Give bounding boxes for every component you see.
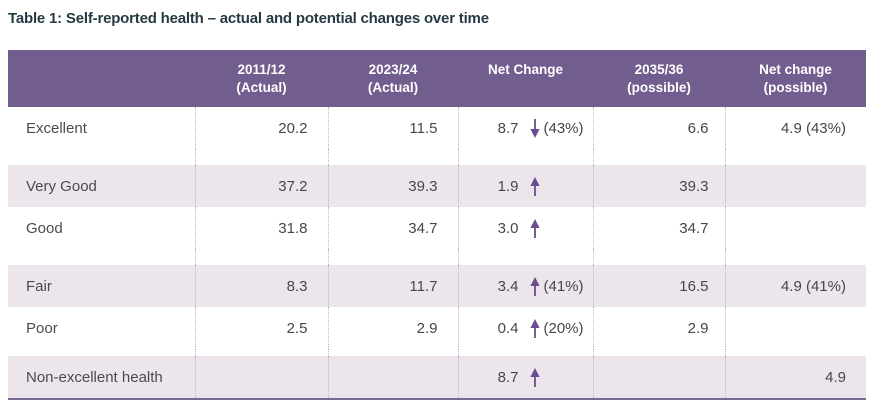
cell-net-change: 0.4 (20%) [457,307,593,349]
cell-net-change: 1.9 [457,165,593,207]
cell-2023: 2.9 [327,307,458,349]
net-value: 3.4 [497,277,519,295]
cell-net-possible [724,165,866,207]
trend-arrow-icon [529,218,541,238]
header-2035-36: 2035/36 (possible) [593,50,725,107]
cell-2035: 16.5 [592,265,725,307]
cell-2023: 39.3 [327,165,458,207]
table-row-good: Good 31.8 34.7 3.0 34.7 [8,207,866,249]
header-net-change: Net Change [458,50,593,107]
cell-net-change: 8.7 (43%) [457,107,593,149]
cell-net-possible [724,207,866,249]
row-label: Poor [26,319,58,337]
net-value: 3.0 [497,219,519,237]
row-spacer [8,149,866,165]
health-table: 2011/12 (Actual) 2023/24 (Actual) Net Ch… [8,50,866,400]
row-label: Excellent [26,119,87,137]
table-row-non-excellent-health: Non-excellent health 8.7 4.9 [8,356,866,399]
cell-2035: 6.6 [592,107,725,149]
net-value: 1.9 [497,177,519,195]
table-header-row: 2011/12 (Actual) 2023/24 (Actual) Net Ch… [8,50,866,107]
cell-2011: 8.3 [194,265,328,307]
cell-2035: 39.3 [592,165,725,207]
cell-net-possible: 4.9 [724,356,866,399]
trend-arrow-icon [529,276,541,296]
cell-net-possible [724,307,866,349]
cell-2011: 2.5 [194,307,328,349]
header-2023-24: 2023/24 (Actual) [328,50,458,107]
cell-2023 [327,356,458,399]
header-2011-12: 2011/12 (Actual) [195,50,328,107]
net-percent: (43%) [543,119,584,137]
table-row-fair: Fair 8.3 11.7 3.4 (41%) 16.5 4.9 (41%) [8,265,866,307]
row-label: Very Good [8,165,195,207]
net-value: 8.7 [497,119,519,137]
trend-arrow-icon [529,318,541,338]
cell-2011: 31.8 [194,207,328,249]
cell-2023: 34.7 [327,207,458,249]
cell-2023: 11.5 [327,107,458,149]
trend-arrow-icon [529,176,541,196]
cell-2011: 20.2 [194,107,328,149]
row-spacer [8,349,866,356]
row-spacer [8,249,866,265]
cell-net-possible: 4.9 (41%) [724,265,866,307]
cell-2011 [194,356,328,399]
cell-2035: 2.9 [592,307,725,349]
cell-net-change: 3.4 (41%) [457,265,593,307]
cell-2035: 34.7 [592,207,725,249]
cell-2023: 11.7 [327,265,458,307]
trend-arrow-icon [529,367,541,387]
cell-net-possible: 4.9 (43%) [724,107,866,149]
header-blank [8,50,195,107]
row-label: Fair [8,265,195,307]
net-value: 0.4 [497,319,519,337]
table-row-excellent: Excellent 20.2 11.5 8.7 (43%) 6.6 4.9 (4… [8,107,866,149]
table-row-poor: Poor 2.5 2.9 0.4 (20%) 2.9 [8,307,866,349]
header-net-change-possible: Net change (possible) [725,50,866,107]
trend-arrow-icon [529,118,541,138]
row-label: Good [26,219,63,237]
net-value: 8.7 [497,368,519,386]
net-percent: (41%) [543,277,584,295]
table-caption: Table 1: Self-reported health – actual a… [8,10,489,27]
table-row-very-good: Very Good 37.2 39.3 1.9 39.3 [8,165,866,207]
cell-2035 [592,356,725,399]
cell-net-change: 3.0 [457,207,593,249]
cell-2011: 37.2 [194,165,328,207]
cell-net-change: 8.7 [457,356,593,399]
row-label: Non-excellent health [8,356,195,399]
net-percent: (20%) [543,319,584,337]
